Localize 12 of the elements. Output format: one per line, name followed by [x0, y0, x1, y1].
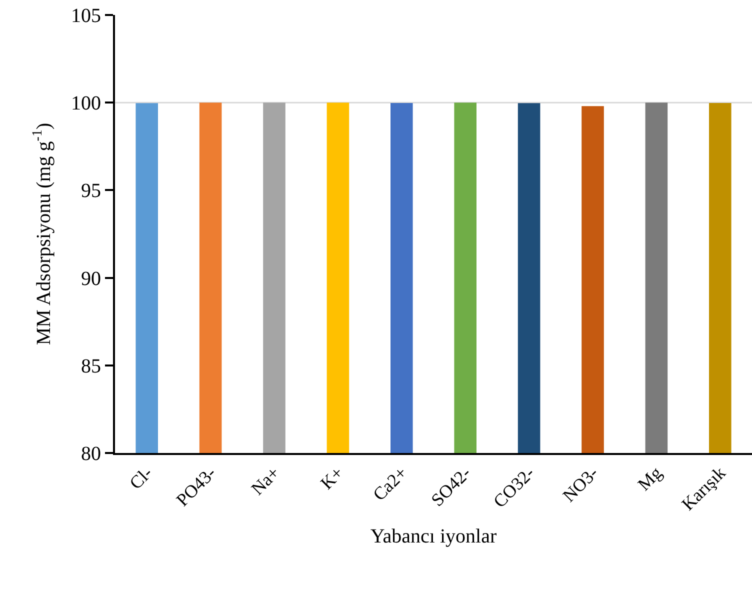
x-tick-label: Mg: [634, 462, 666, 494]
x-tick-label: Na+: [247, 462, 284, 499]
y-tick-label: 95: [81, 180, 101, 202]
x-tick-label: Ca2+: [369, 462, 411, 504]
x-axis-title: Yabancı iyonlar: [370, 525, 497, 548]
y-tick-label: 105: [71, 5, 101, 27]
x-tick-label: Cl-: [126, 462, 156, 494]
y-tick-label: 90: [81, 268, 101, 290]
x-tick-label: K+: [316, 462, 348, 494]
y-tick-label: 100: [71, 92, 101, 115]
y-tick-label: 85: [81, 355, 101, 378]
y-tick-label: 80: [81, 443, 101, 465]
